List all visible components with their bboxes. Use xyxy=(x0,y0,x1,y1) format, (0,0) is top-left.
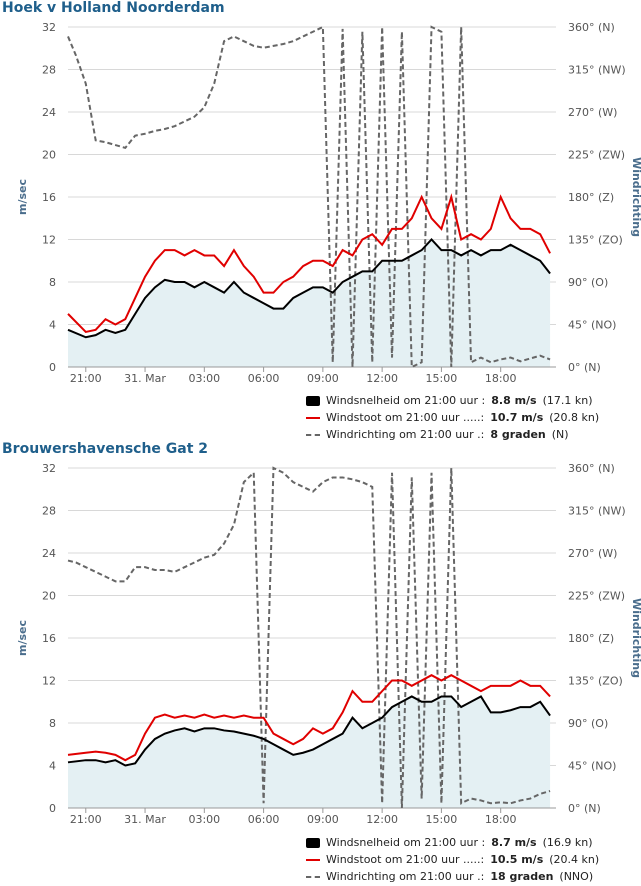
y-axis-title-left: m/sec xyxy=(16,620,29,656)
y-tick-left: 20 xyxy=(42,590,56,603)
x-tick-label: 12:00 xyxy=(366,372,398,385)
gust-line xyxy=(67,193,551,334)
y-tick-left: 4 xyxy=(49,760,56,773)
y-tick-right: 315° (NW) xyxy=(568,64,626,77)
y-tick-right: 225° (ZW) xyxy=(568,590,625,603)
speed-label: Windsnelheid om 21:00 uur : xyxy=(326,836,486,849)
gust-value: 10.5 m/s xyxy=(490,853,544,866)
y-tick-right: 360° (N) xyxy=(568,21,615,34)
y-axis-title-right: Windrichting xyxy=(630,598,641,678)
direction-label: Windrichting om 21:00 uur .: xyxy=(326,428,485,441)
gust-knots: (20.8 kn) xyxy=(549,411,600,424)
legend-1: Windsnelheid om 21:00 uur : 8.8 m/s (17.… xyxy=(306,392,599,443)
legend-speed[interactable]: Windsnelheid om 21:00 uur : 8.7 m/s (16.… xyxy=(306,834,599,851)
y-tick-right: 360° (N) xyxy=(568,462,615,475)
y-tick-right: 225° (ZW) xyxy=(568,149,625,162)
y-tick-left: 24 xyxy=(42,547,56,560)
y-axis-title-right: Windrichting xyxy=(630,157,641,237)
y-tick-left: 16 xyxy=(42,632,56,645)
direction-swatch xyxy=(306,875,320,878)
y-tick-left: 12 xyxy=(42,675,56,688)
speed-value: 8.8 m/s xyxy=(491,394,537,407)
speed-area xyxy=(68,239,551,367)
y-tick-left: 28 xyxy=(42,64,56,77)
y-tick-left: 32 xyxy=(42,462,56,475)
gust-label: Windstoot om 21:00 uur .....: xyxy=(326,853,485,866)
y-tick-right: 180° (Z) xyxy=(568,191,614,204)
legend-speed[interactable]: Windsnelheid om 21:00 uur : 8.8 m/s (17.… xyxy=(306,392,599,409)
x-tick-label: 03:00 xyxy=(188,372,220,385)
direction-swatch xyxy=(306,433,320,436)
gust-label: Windstoot om 21:00 uur .....: xyxy=(326,411,485,424)
speed-label: Windsnelheid om 21:00 uur : xyxy=(326,394,486,407)
y-tick-right: 180° (Z) xyxy=(568,632,614,645)
y-tick-right: 270° (W) xyxy=(568,106,617,119)
direction-line xyxy=(67,466,551,809)
y-tick-right: 0° (N) xyxy=(568,802,601,815)
y-tick-left: 8 xyxy=(49,276,56,289)
x-tick-label: 06:00 xyxy=(248,813,280,826)
y-tick-left: 0 xyxy=(49,361,56,374)
gust-value: 10.7 m/s xyxy=(490,411,544,424)
direction-label: Windrichting om 21:00 uur .: xyxy=(326,870,485,883)
legend-direction[interactable]: Windrichting om 21:00 uur .: 18 graden (… xyxy=(306,868,599,885)
y-tick-left: 28 xyxy=(42,505,56,518)
x-tick-label: 31. Mar xyxy=(124,813,166,826)
y-tick-right: 45° (NO) xyxy=(568,760,616,773)
station-title-1: Hoek v Holland Noorderdam xyxy=(2,0,225,16)
y-tick-right: 45° (NO) xyxy=(568,319,616,332)
y-tick-left: 8 xyxy=(49,717,56,730)
legend-gust[interactable]: Windstoot om 21:00 uur .....: 10.7 m/s (… xyxy=(306,409,599,426)
x-tick-label: 21:00 xyxy=(70,813,102,826)
direction-value: 8 graden xyxy=(490,428,546,441)
speed-swatch xyxy=(306,395,320,406)
y-tick-left: 24 xyxy=(42,106,56,119)
y-tick-left: 32 xyxy=(42,21,56,34)
x-tick-label: 15:00 xyxy=(426,813,458,826)
y-tick-right: 135° (ZO) xyxy=(568,234,623,247)
speed-knots: (16.9 kn) xyxy=(542,836,593,849)
y-tick-left: 20 xyxy=(42,149,56,162)
gust-line xyxy=(67,674,551,762)
y-tick-left: 12 xyxy=(42,234,56,247)
speed-line xyxy=(67,238,551,339)
y-tick-right: 0° (N) xyxy=(568,361,601,374)
gust-swatch xyxy=(306,416,320,419)
y-axis-title-left: m/sec xyxy=(16,179,29,215)
station-title-2: Brouwershavensche Gat 2 xyxy=(2,441,209,457)
wind-chart-1: 0 4 8 12 16 20 24 28 32 0° (N) 45° (NO) 90° (O) 135°… xyxy=(16,21,641,385)
x-tick-label: 09:00 xyxy=(307,813,339,826)
y-tick-left: 16 xyxy=(42,191,56,204)
speed-knots: (17.1 kn) xyxy=(542,394,593,407)
x-tick-label: 06:00 xyxy=(248,372,280,385)
wind-chart-2: 0 4 8 12 16 20 24 28 32 0° (N) 45° (NO) 90° (O) 135°… xyxy=(16,462,641,826)
direction-value: 18 graden xyxy=(490,870,554,883)
x-tick-label: 18:00 xyxy=(485,813,517,826)
x-tick-label: 12:00 xyxy=(366,813,398,826)
x-tick-label: 21:00 xyxy=(70,372,102,385)
x-tick-label: 18:00 xyxy=(485,372,517,385)
y-tick-left: 4 xyxy=(49,319,56,332)
y-tick-right: 90° (O) xyxy=(568,717,608,730)
x-tick-label: 03:00 xyxy=(188,813,220,826)
y-tick-right: 315° (NW) xyxy=(568,505,626,518)
y-tick-left: 0 xyxy=(49,802,56,815)
legend-2: Windsnelheid om 21:00 uur : 8.7 m/s (16.… xyxy=(306,834,599,885)
legend-direction[interactable]: Windrichting om 21:00 uur .: 8 graden (N… xyxy=(306,426,599,443)
speed-area xyxy=(68,696,551,808)
gust-swatch xyxy=(306,858,320,861)
speed-value: 8.7 m/s xyxy=(491,836,537,849)
direction-compass: (N) xyxy=(551,428,569,441)
speed-swatch xyxy=(306,837,320,848)
x-tick-label: 15:00 xyxy=(426,372,458,385)
direction-compass: (NNO) xyxy=(559,870,594,883)
y-tick-right: 90° (O) xyxy=(568,276,608,289)
y-tick-right: 270° (W) xyxy=(568,547,617,560)
gust-knots: (20.4 kn) xyxy=(549,853,600,866)
x-tick-label: 09:00 xyxy=(307,372,339,385)
speed-line xyxy=(67,695,551,767)
x-tick-label: 31. Mar xyxy=(124,372,166,385)
y-tick-right: 135° (ZO) xyxy=(568,675,623,688)
legend-gust[interactable]: Windstoot om 21:00 uur .....: 10.5 m/s (… xyxy=(306,851,599,868)
